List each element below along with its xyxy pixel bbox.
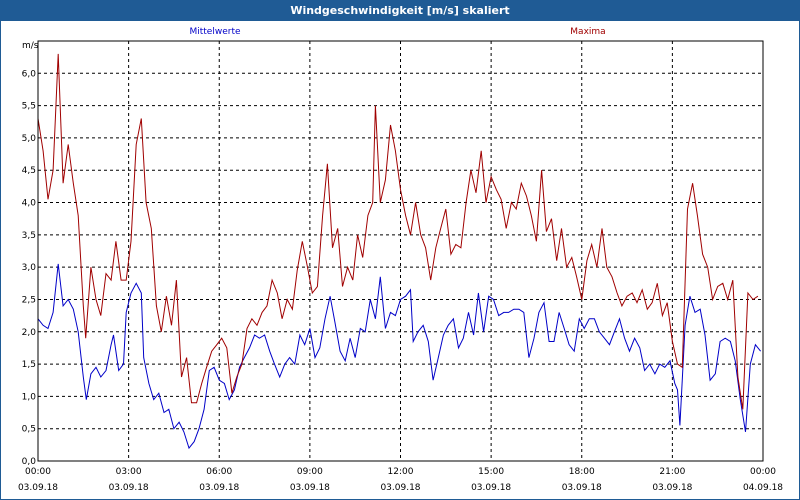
x-tick-time: 15:00: [478, 467, 504, 477]
x-tick-date: 03.09.18: [471, 483, 511, 493]
y-tick-label: 4,0: [22, 199, 37, 209]
y-tick-label: 3,5: [22, 231, 36, 241]
chart-title: Windgeschwindigkeit [m/s] skaliert: [1, 1, 799, 21]
series-lines: [37, 53, 761, 450]
y-tick-label: 1,0: [22, 392, 37, 402]
y-tick-label: 5,5: [22, 102, 36, 112]
plot-area: [37, 40, 764, 462]
y-tick-label: 3,0: [22, 263, 37, 273]
y-tick-label: 4,5: [22, 166, 36, 176]
x-tick-date: 03.09.18: [290, 483, 330, 493]
x-tick-time: 21:00: [659, 467, 685, 477]
y-tick-label: 0,0: [22, 457, 37, 467]
x-tick-time: 09:00: [297, 467, 323, 477]
series-line-mittelwerte: [37, 263, 761, 450]
y-tick-label: 2,5: [22, 295, 36, 305]
legend-maxima: Maxima: [570, 27, 605, 37]
grid: [38, 41, 763, 461]
y-tick-label: 1,5: [22, 360, 36, 370]
x-tick-date: 04.09.18: [743, 483, 783, 493]
y-axis-label: m/s: [22, 41, 39, 51]
x-tick-time: 12:00: [388, 467, 414, 477]
x-tick-date: 03.09.18: [380, 483, 420, 493]
x-tick-date: 03.09.18: [109, 483, 149, 493]
x-tick-time: 00:00: [750, 467, 776, 477]
x-axis-ticks: 00:00 03.09.18 03:00 03.09.18 06:00 03.09.18 0…: [18, 467, 783, 493]
y-tick-label: 6,0: [22, 69, 37, 79]
x-tick-date: 03.09.18: [18, 483, 58, 493]
y-axis-ticks: 0,0 0,5 1,0 1,5 2,0 2,5 3,0 3,5 4,0 4,5 5,0 5,5 6,0: [22, 69, 37, 467]
x-tick-date: 03.09.18: [199, 483, 239, 493]
x-tick-time: 03:00: [116, 467, 142, 477]
x-tick-time: 00:00: [25, 467, 51, 477]
x-tick-time: 06:00: [206, 467, 232, 477]
x-tick-date: 03.09.18: [562, 483, 602, 493]
x-tick-date: 03.09.18: [652, 483, 692, 493]
series-line-maxima: [37, 53, 759, 410]
y-tick-label: 5,0: [22, 134, 37, 144]
y-tick-label: 0,5: [22, 425, 36, 435]
x-tick-time: 18:00: [569, 467, 595, 477]
legend-mittelwerte: Mittelwerte: [189, 27, 240, 37]
y-tick-label: 2,0: [22, 328, 37, 338]
